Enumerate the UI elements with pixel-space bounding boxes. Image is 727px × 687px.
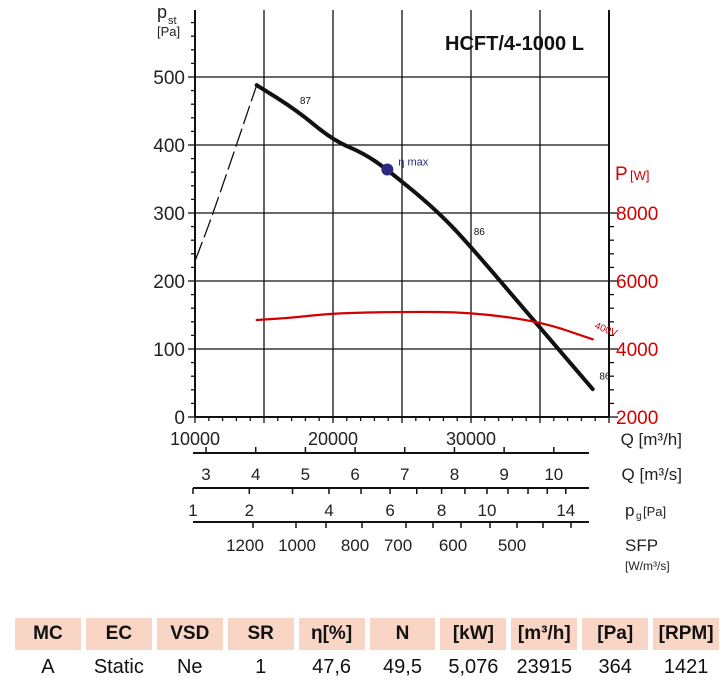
secondary-tick-label: 5 xyxy=(301,465,310,484)
table-value-row: A Static Ne 1 47,6 49,5 5,076 23915 364 … xyxy=(15,650,719,684)
x-axis-label: Q [m³/h] xyxy=(621,430,682,449)
x-tick-label: 10000 xyxy=(170,429,220,449)
header-sr: SR xyxy=(227,618,294,650)
header-kw: [kW] xyxy=(440,618,507,650)
value-vsd: Ne xyxy=(176,655,203,678)
power-curve-label: 400V xyxy=(593,321,619,340)
secondary-tick-label: 8 xyxy=(437,501,446,520)
y2-axis-unit: [W] xyxy=(630,168,650,183)
value-ec: Static xyxy=(93,655,144,678)
header-pa: [Pa] xyxy=(582,618,649,650)
y-tick-label: 500 xyxy=(153,68,185,89)
header-ec: EC xyxy=(85,618,152,650)
secondary-tick-label: 700 xyxy=(384,536,412,555)
secondary-tick-label: 7 xyxy=(400,465,409,484)
secondary-tick-label: 9 xyxy=(499,465,508,484)
y-tick-label: 300 xyxy=(153,204,185,225)
efficiency-label: 86 xyxy=(599,372,611,383)
y-axis-unit: [Pa] xyxy=(157,24,180,39)
secondary-tick-label: 3 xyxy=(201,465,210,484)
value-kw: 5,076 xyxy=(448,655,499,678)
y2-tick-label: 2000 xyxy=(616,408,658,429)
header-vsd: VSD xyxy=(156,618,223,650)
pg-label: p xyxy=(625,501,634,520)
secondary-tick-label: 1200 xyxy=(226,536,264,555)
performance-table: MC EC VSD SR η[%] N [kW] [m³/h] [Pa] [RP… xyxy=(15,618,720,684)
sfp-label: SFP xyxy=(625,536,658,555)
series-400v xyxy=(255,310,594,341)
value-rpm: 1421 xyxy=(663,655,709,678)
fan-curve-chart: 0 100 200 300 400 500 2000 4000 6000 8000 10000 200… xyxy=(153,2,682,573)
y-axis-label: p xyxy=(157,2,167,22)
secondary-tick-label: 600 xyxy=(439,536,467,555)
value-flow: 23915 xyxy=(516,655,573,678)
y-axis-label-sub: st xyxy=(168,15,177,27)
secondary-tick-label: 2 xyxy=(245,501,254,520)
value-mc: A xyxy=(41,655,55,678)
y2-tick-label: 8000 xyxy=(616,204,658,225)
secondary-tick-label: 14 xyxy=(556,501,575,520)
pg-label-unit: [Pa] xyxy=(643,504,666,519)
secondary-tick-label: 1 xyxy=(188,501,197,520)
value-n: 49,5 xyxy=(383,655,422,678)
y2-axis-label: P xyxy=(615,164,628,185)
y2-tick-label: 4000 xyxy=(616,340,658,361)
series-stall xyxy=(195,84,258,260)
eta-max-point xyxy=(381,163,394,176)
q-m3s-label: Q [m³/s] xyxy=(622,465,682,484)
sfp-unit: [W/m³/s] xyxy=(625,559,670,573)
secondary-tick-label: 10 xyxy=(478,501,497,520)
secondary-tick-label: 4 xyxy=(324,501,333,520)
secondary-tick-label: 8 xyxy=(450,465,459,484)
secondary-tick-label: 500 xyxy=(498,536,526,555)
secondary-tick-label: 10 xyxy=(544,465,563,484)
x-tick-label: 30000 xyxy=(446,429,496,449)
secondary-tick-label: 6 xyxy=(385,501,394,520)
header-n: N xyxy=(369,618,436,650)
y2-tick-label: 6000 xyxy=(616,272,658,293)
chart-title: HCFT/4-1000 L xyxy=(445,33,584,55)
eta-max-label: η max xyxy=(398,156,428,168)
y-tick-label: 200 xyxy=(153,272,185,293)
value-eta: 47,6 xyxy=(312,655,352,678)
secondary-tick-label: 1000 xyxy=(278,536,316,555)
y-tick-label: 0 xyxy=(174,408,185,429)
value-pa: 364 xyxy=(598,655,632,678)
header-flow: [m³/h] xyxy=(511,618,578,650)
efficiency-label: 87 xyxy=(300,96,312,107)
header-mc: MC xyxy=(15,618,81,650)
efficiency-label: 86 xyxy=(474,227,486,238)
secondary-tick-label: 6 xyxy=(350,465,359,484)
x-tick-label: 20000 xyxy=(308,429,358,449)
secondary-tick-label: 800 xyxy=(341,536,369,555)
y-tick-label: 400 xyxy=(153,136,185,157)
table-header-row: MC EC VSD SR η[%] N [kW] [m³/h] [Pa] [RP… xyxy=(15,618,720,650)
y-tick-label: 100 xyxy=(153,340,185,361)
series-pressure xyxy=(254,83,595,392)
secondary-tick-label: 4 xyxy=(251,465,260,484)
header-rpm: [RPM] xyxy=(653,618,720,650)
value-sr: 1 xyxy=(255,655,267,678)
header-eta: η[%] xyxy=(298,618,365,650)
pg-label-sub: g xyxy=(636,511,642,522)
